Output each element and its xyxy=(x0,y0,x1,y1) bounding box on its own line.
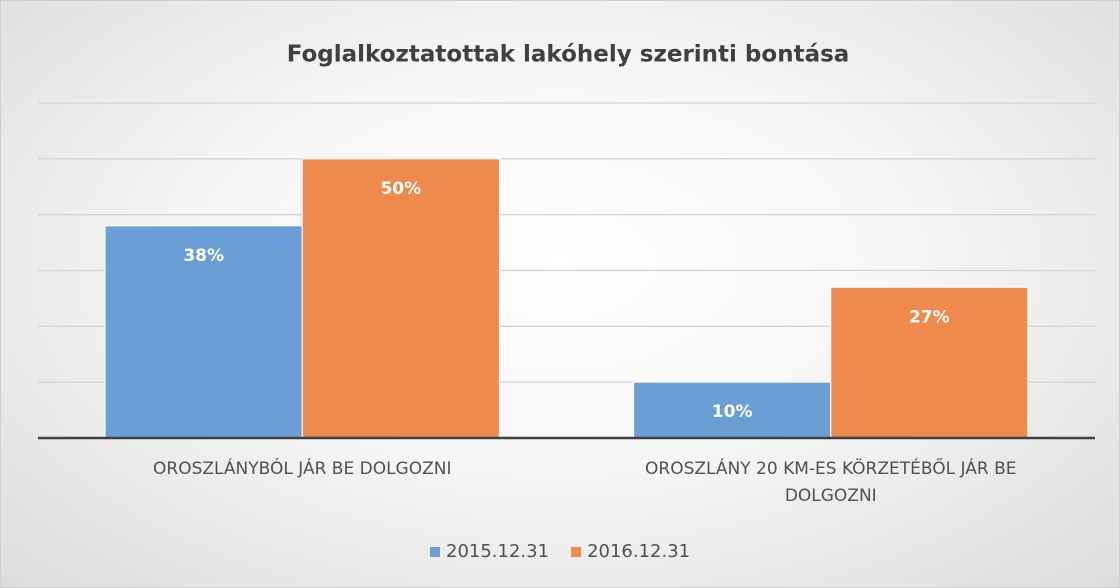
chart-title: Foglalkoztatottak lakóhely szerinti bont… xyxy=(287,42,850,68)
x-tick-label: OROSZLÁNYBÓL JÁR BE DOLGOZNI xyxy=(153,459,452,479)
data-label: 38% xyxy=(183,246,224,266)
data-label: 27% xyxy=(909,307,950,327)
legend-label: 2016.12.31 xyxy=(587,541,690,562)
bar xyxy=(830,286,1029,439)
bar xyxy=(301,158,500,439)
bar xyxy=(104,225,303,439)
legend-swatch xyxy=(430,547,440,557)
x-tick-label: OROSZLÁNY 20 KM-ES KÖRZETÉBŐL JÁR BE DOL… xyxy=(645,459,1017,506)
data-label: 50% xyxy=(380,179,421,199)
legend-label: 2015.12.31 xyxy=(446,541,549,562)
bar xyxy=(633,381,832,439)
legend-swatch xyxy=(571,547,582,557)
data-label: 10% xyxy=(712,402,753,422)
